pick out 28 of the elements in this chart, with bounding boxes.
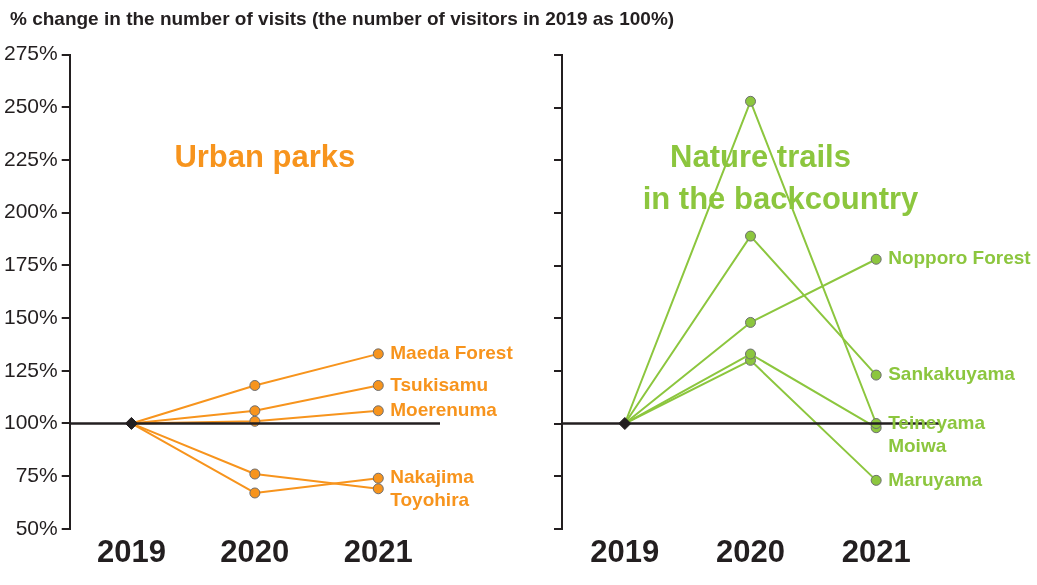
x-tick-label: 2021 xyxy=(841,533,911,569)
x-tick-label: 2019 xyxy=(96,533,166,569)
y-tick-label: 125% xyxy=(3,357,58,381)
y-tick-label: 275% xyxy=(3,41,58,65)
y-tick-label: 200% xyxy=(3,199,58,223)
y-tick-label: 75% xyxy=(15,462,58,486)
series-label: Nakajima xyxy=(390,466,475,488)
series-label: Maeda Forest xyxy=(390,342,514,364)
y-tick-label: 250% xyxy=(3,94,58,118)
y-tick-label: 225% xyxy=(3,146,58,170)
series-label: Teineyama xyxy=(888,411,986,433)
series-label: Toyohira xyxy=(390,489,470,511)
x-tick-label: 2020 xyxy=(220,533,290,569)
series-label: Nopporo Forest xyxy=(888,247,1032,269)
y-tick-label: 50% xyxy=(15,515,58,539)
x-tick-label: 2020 xyxy=(716,533,785,569)
series-label: Maruyama xyxy=(888,468,983,490)
y-tick-label: 100% xyxy=(3,410,58,434)
series-label: Tsukisamu xyxy=(390,373,489,395)
y-tick-label: 150% xyxy=(3,304,58,328)
series-label: Sankakuyama xyxy=(888,363,1016,385)
x-tick-label: 2021 xyxy=(343,533,413,569)
y-tick-label: 175% xyxy=(3,252,58,276)
chart-title: % change in the number of visits (the number of visitors in 2019 as 100%) xyxy=(9,7,676,31)
text: Urban parks xyxy=(174,138,356,174)
series-label: Moerenuma xyxy=(390,399,498,421)
x-tick-label: 2019 xyxy=(590,533,660,569)
series-label: Moiwa xyxy=(888,434,947,456)
